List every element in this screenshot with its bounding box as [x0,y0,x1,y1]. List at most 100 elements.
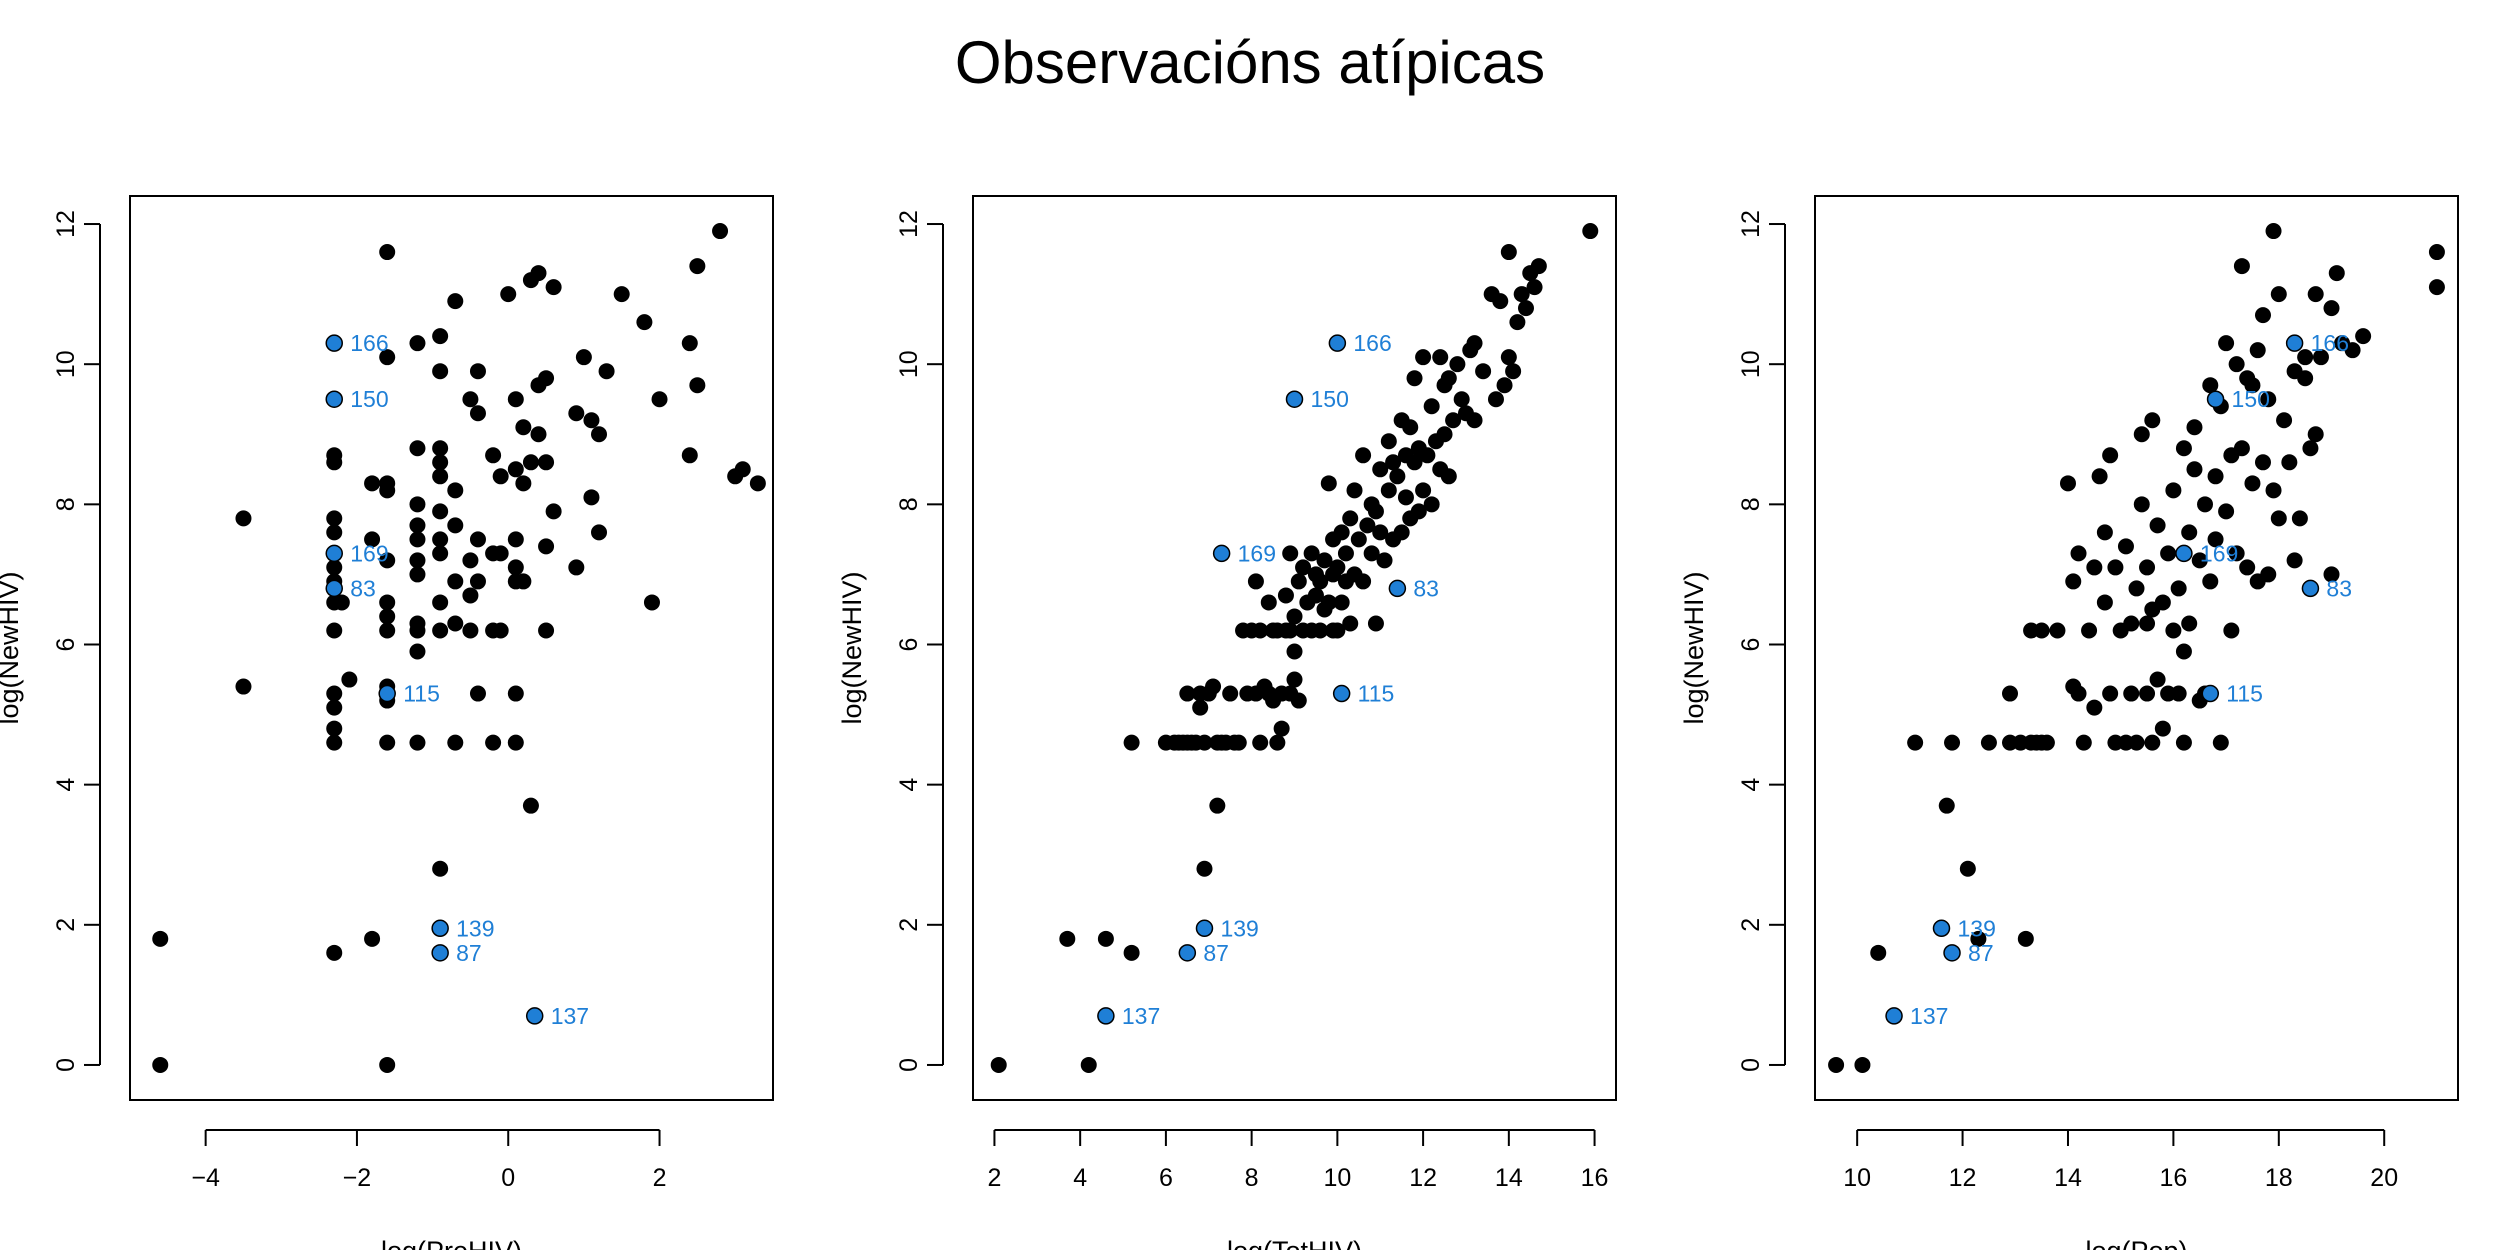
data-point [2075,734,2092,751]
data-point [1123,734,1140,751]
data-point [1260,594,1277,611]
data-point [1209,797,1226,814]
data-point [515,419,532,436]
data-point [2291,510,2308,527]
data-point [409,531,426,548]
y-tick-label: 8 [52,497,80,511]
data-point [2239,559,2256,576]
data-point [1492,293,1509,310]
y-tick-label: 6 [895,638,923,652]
data-point [2165,622,2182,639]
data-point [2149,517,2166,534]
data-point [447,517,464,534]
data-point [2133,496,2150,513]
outlier-point [1332,684,1351,703]
outlier-label: 115 [1358,681,1395,707]
outlier-label: 139 [1957,915,1995,941]
data-point [462,552,479,569]
data-point [447,734,464,751]
data-point [1432,349,1449,366]
data-point [2265,223,2282,240]
data-point [2202,377,2219,394]
data-point [1290,692,1307,709]
data-point [409,615,426,632]
data-point [1367,503,1384,520]
data-point [432,454,449,471]
data-point [2160,545,2177,562]
data-point [326,944,343,961]
outlier-label: 83 [2326,575,2352,601]
data-point [2096,594,2113,611]
data-point [326,622,343,639]
data-point [2170,685,2187,702]
x-tick-label: 0 [501,1164,515,1192]
outlier-label: 87 [1203,940,1229,966]
data-point [485,447,502,464]
data-point [2123,615,2140,632]
data-point [2233,440,2250,457]
data-point [1359,517,1376,534]
data-point [990,1056,1007,1073]
y-tick-label: 6 [1737,638,1765,652]
data-point [2070,545,2087,562]
data-point [507,461,524,478]
data-point [1402,419,1419,436]
outlier-point [325,390,343,408]
data-point [2181,615,2198,632]
x-axis-label: log(PreHIV) [381,1236,522,1250]
data-point [1290,573,1307,590]
data-point [2228,545,2245,562]
data-point [2260,566,2277,583]
data-point [379,475,396,492]
data-point [1252,734,1269,751]
data-point [1247,573,1264,590]
data-point [651,391,668,408]
data-point [1230,734,1247,751]
outlier-label: 87 [456,940,482,966]
data-point [492,468,509,485]
outlier-point [1932,919,1951,938]
data-point [1277,587,1294,604]
data-point [545,279,562,296]
data-point [462,391,479,408]
data-point [1196,734,1213,751]
data-point [1944,734,1961,751]
data-point [2270,510,2287,527]
data-point [515,475,532,492]
data-point [469,531,486,548]
data-point [2165,482,2182,499]
data-point [2170,580,2187,597]
data-point [2149,671,2166,688]
data-point [447,573,464,590]
outlier-point [525,1007,544,1025]
data-point [2244,377,2261,394]
outlier-point [431,944,449,962]
data-point [2117,538,2134,555]
data-point [1342,510,1359,527]
data-point [364,475,381,492]
data-point [1286,608,1303,625]
data-point [1440,468,1457,485]
outlier-label: 115 [403,681,440,707]
data-point [1123,944,1140,961]
data-point [235,678,252,695]
data-point [2323,300,2340,317]
data-point [1312,622,1329,639]
data-point [1286,671,1303,688]
x-tick-label: 14 [2054,1164,2082,1192]
data-point [2428,279,2445,296]
data-point [1440,370,1457,387]
data-point [1500,349,1517,366]
outlier-point [1885,1007,1903,1025]
data-point [1526,279,1543,296]
data-point [462,587,479,604]
data-point [379,734,396,751]
x-tick-label: 4 [1073,1164,1087,1192]
y-tick-label: 0 [1737,1058,1765,1072]
x-tick-label: 10 [1323,1164,1351,1192]
data-point [1252,622,1269,639]
data-point [2086,559,2103,576]
data-point [1389,468,1406,485]
data-point [1205,678,1222,695]
